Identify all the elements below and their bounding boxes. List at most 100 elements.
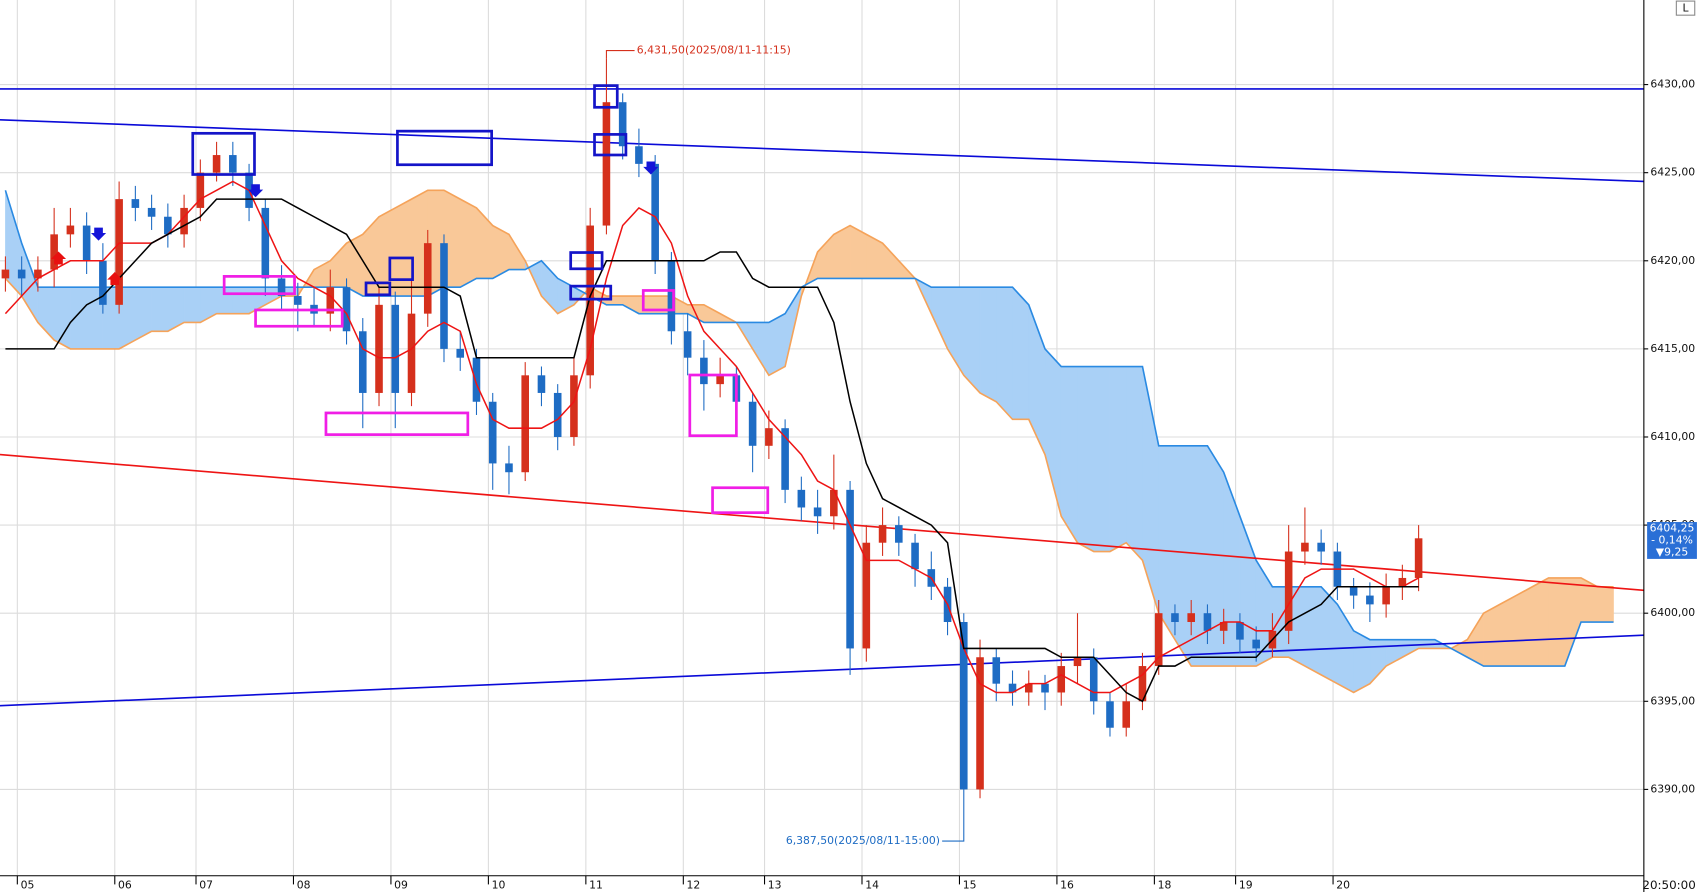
candle-body	[618, 102, 627, 147]
candle-body	[1349, 586, 1358, 596]
corner-button[interactable]	[1675, 0, 1696, 16]
cloud-fill	[996, 286, 1013, 421]
drawing-box	[711, 486, 770, 515]
x-tick-label: 11	[589, 878, 603, 891]
drawing-box	[593, 84, 619, 109]
candle-body	[1138, 666, 1147, 702]
candle-body	[180, 207, 188, 235]
y-tick-label: 6420,00	[1650, 254, 1695, 267]
y-tick-label: 6395,00	[1650, 694, 1695, 707]
x-tick-label: 05	[21, 878, 35, 891]
last-change: ▼9,25	[1656, 545, 1688, 558]
cloud-fill	[1012, 286, 1030, 420]
x-tick-label: 18	[1158, 878, 1172, 891]
candle-body	[667, 260, 676, 332]
cloud-fill	[1190, 445, 1208, 667]
cloud-fill	[1597, 586, 1614, 623]
y-tick-label: 6390,00	[1650, 782, 1695, 795]
candle-body	[375, 304, 383, 393]
cloud-fill	[1125, 366, 1143, 562]
x-tick-label: 16	[1060, 878, 1074, 891]
y-tick-label: 6415,00	[1650, 342, 1695, 355]
cloud-fill	[1499, 595, 1517, 667]
candle-body	[1154, 613, 1163, 667]
cloud-fill	[70, 286, 87, 350]
drawing-box	[222, 275, 296, 296]
last-change-pct: - 0,14%	[1651, 533, 1693, 546]
x-tick-label: 13	[768, 878, 782, 891]
candle-body	[862, 542, 871, 649]
candle-body	[1008, 683, 1017, 693]
x-tick-label: 06	[118, 878, 132, 891]
candle-body	[66, 225, 75, 235]
cloud-fill	[53, 286, 71, 350]
candle-body	[1089, 657, 1098, 702]
candle-body	[570, 375, 578, 437]
candle-body	[294, 296, 302, 305]
y-tick-label: 6410,00	[1650, 430, 1695, 443]
candle-body	[846, 489, 854, 649]
candle-body	[765, 428, 773, 446]
candle-body	[99, 260, 107, 305]
cloud-fill	[1515, 586, 1533, 667]
signal-arrow	[107, 272, 123, 286]
signal-arrow	[643, 161, 659, 175]
candle-body	[391, 304, 400, 393]
cloud-fill	[979, 286, 997, 403]
cloud-fill	[183, 286, 201, 323]
signal-arrow	[50, 251, 67, 265]
x-tick-label: 12	[687, 878, 701, 891]
x-tick-label: 15	[963, 878, 977, 891]
candle-body	[813, 507, 822, 517]
drawing-box	[254, 308, 344, 328]
candle-body	[488, 401, 497, 464]
candle-body	[1203, 613, 1212, 631]
trend-line	[0, 453, 1644, 592]
candle-body	[1414, 538, 1423, 578]
candle-body	[17, 269, 26, 279]
drawing-box	[191, 131, 256, 176]
cloud-fill	[1093, 366, 1111, 552]
annotation-leader	[942, 833, 965, 842]
cloud-fill	[1483, 603, 1501, 667]
candle-body	[976, 657, 984, 790]
corner-label[interactable]: L	[1683, 2, 1689, 15]
indicator-line	[5, 198, 1419, 703]
candle-body	[635, 146, 643, 164]
cloud-fill	[1174, 445, 1192, 668]
cloud-fill	[768, 313, 786, 376]
candle-body	[164, 216, 172, 235]
time-label: 20:50:00	[1642, 878, 1695, 892]
candle-body	[115, 199, 123, 305]
candle-body	[1219, 622, 1228, 631]
candle-body	[1236, 622, 1244, 640]
candle-body	[716, 375, 724, 385]
candle-body	[959, 622, 968, 790]
cloud-span-line	[4, 189, 1614, 694]
candle-body	[1284, 551, 1293, 631]
cloud-fill	[232, 286, 250, 314]
annotation-low: 6,387,50(2025/08/11-15:00)	[786, 834, 940, 847]
x-tick-label: 10	[492, 878, 506, 891]
drawing-box	[593, 133, 628, 157]
candle-body	[34, 269, 42, 279]
candle-body	[1398, 577, 1407, 587]
cloud-fill	[1304, 586, 1322, 676]
drawing-box	[569, 251, 604, 271]
annotation-leader	[605, 50, 635, 59]
cloud-fill	[1532, 577, 1549, 667]
candle-body	[261, 207, 270, 279]
candle-body	[700, 357, 708, 385]
candle-body	[423, 243, 432, 314]
candle-body	[781, 428, 789, 490]
candle-body	[878, 525, 887, 543]
candle-body	[212, 155, 221, 173]
labels: 6390,006395,006400,006405,006410,006415,…	[16, 44, 1697, 891]
indicator-line	[4, 180, 1419, 694]
cloud-fill	[346, 233, 364, 297]
x-tick-label: 14	[865, 878, 879, 891]
